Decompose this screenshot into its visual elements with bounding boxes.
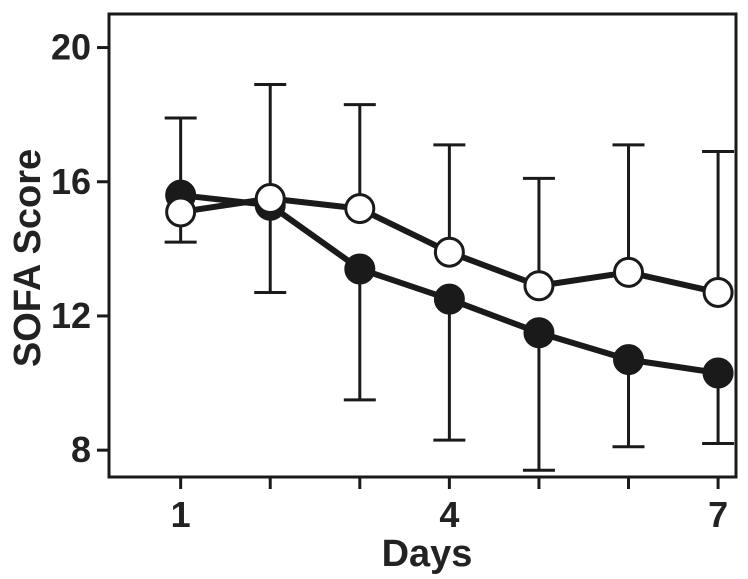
open-data-point xyxy=(165,196,197,228)
open-data-point xyxy=(613,256,645,288)
series-markers xyxy=(165,179,734,389)
y-tick-label: 12 xyxy=(51,295,91,336)
x-axis-title: Days xyxy=(382,533,473,575)
open-data-point xyxy=(702,276,734,308)
filled-data-point xyxy=(523,317,555,349)
x-axis: 1 4 7 xyxy=(171,477,728,535)
filled-data-point xyxy=(702,357,734,389)
y-axis: 8 12 16 20 xyxy=(51,27,109,470)
open-data-point xyxy=(523,270,555,302)
x-tick-label: 7 xyxy=(708,494,728,535)
y-tick-label: 8 xyxy=(71,429,91,470)
open-data-point xyxy=(344,193,376,225)
open-data-point xyxy=(433,236,465,268)
y-axis-title: SOFA Score xyxy=(7,149,49,367)
x-tick-label: 4 xyxy=(439,494,459,535)
y-tick-label: 20 xyxy=(51,27,91,68)
plot-frame xyxy=(107,12,738,479)
filled-data-point xyxy=(344,253,376,285)
open-data-point xyxy=(254,183,286,215)
filled-data-point xyxy=(433,283,465,315)
y-tick-label: 16 xyxy=(51,161,91,202)
filled-data-point xyxy=(613,344,645,376)
x-tick-label: 1 xyxy=(171,494,191,535)
